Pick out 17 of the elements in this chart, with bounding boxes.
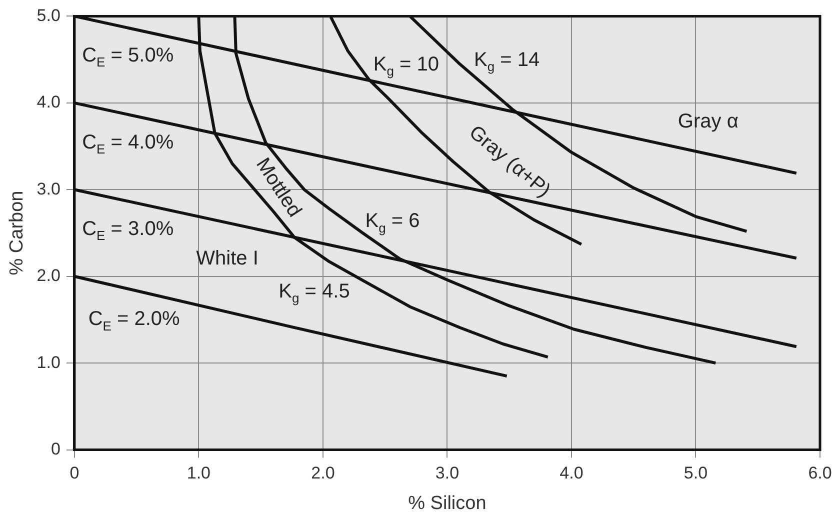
x-axis-title: % Silicon (408, 492, 486, 514)
x-tick-label: 1.0 (186, 464, 211, 483)
y-tick-label: 1.0 (36, 352, 60, 372)
y-tick-label: 0 (50, 439, 60, 458)
y-tick-label: 2.0 (36, 266, 60, 286)
annotation: White I (196, 248, 258, 270)
y-axis-title: % Carbon (6, 190, 28, 276)
y-tick-label: 3.0 (36, 179, 60, 198)
x-tick-label: 5.0 (684, 464, 708, 483)
x-tick-label: 0 (70, 464, 80, 483)
y-tick-label: 4.0 (36, 92, 60, 112)
y-tick-label: 5.0 (36, 6, 60, 25)
x-tick-label: 4.0 (560, 464, 584, 483)
x-tick-label: 6.0 (808, 464, 832, 483)
x-tick-label: 3.0 (435, 464, 460, 483)
x-tick-label: 2.0 (311, 464, 335, 483)
annotation: Gray α (678, 110, 738, 133)
